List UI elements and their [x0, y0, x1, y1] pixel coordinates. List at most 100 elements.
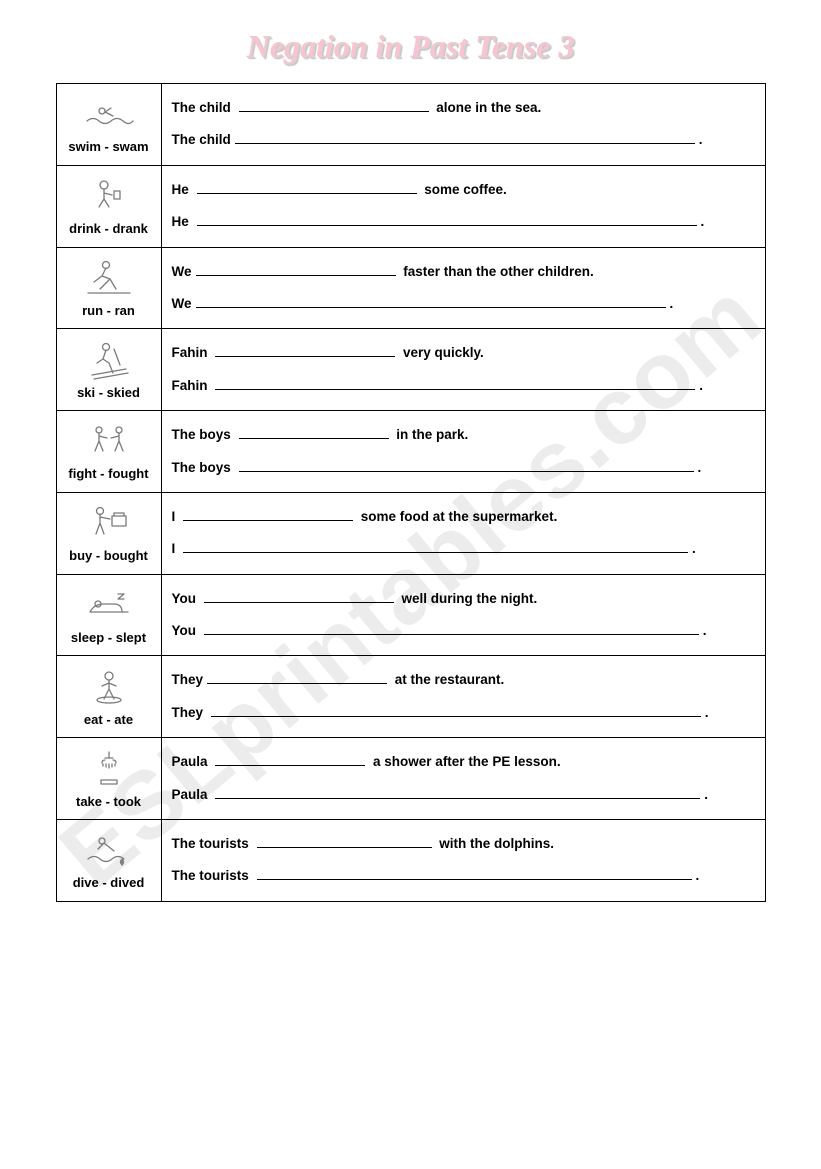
table-row: fight - foughtThe boys in the park.The b…	[56, 411, 765, 493]
sentence-pre: Fahin	[172, 345, 212, 360]
sentence-post: faster than the other children.	[400, 264, 594, 279]
swim-icon	[84, 93, 134, 135]
verb-cell: buy - bought	[56, 492, 161, 574]
sentence-line-1: I some food at the supermarket.	[172, 509, 558, 524]
fill-blank[interactable]	[215, 379, 695, 390]
verb-label: dive - dived	[67, 875, 151, 891]
table-row: dive - dived The tourists with the dolphi…	[56, 820, 765, 902]
sentence-post: at the restaurant.	[391, 672, 504, 687]
sentence-pre: We	[172, 264, 192, 279]
sentence-post: .	[692, 541, 696, 556]
fill-blank[interactable]	[211, 706, 701, 717]
fill-blank[interactable]	[215, 755, 365, 766]
fill-blank[interactable]	[196, 265, 396, 276]
sentence-cell: You well during the night. You .	[161, 574, 765, 656]
sentence-cell: The boys in the park. The boys .	[161, 411, 765, 493]
verb-cell: fight - fought	[56, 411, 161, 493]
sentence-post: a shower after the PE lesson.	[369, 754, 560, 769]
sentence-cell: They at the restaurant.They .	[161, 656, 765, 738]
sentence-post: .	[696, 868, 700, 883]
sentence-cell: We faster than the other children. We.	[161, 247, 765, 329]
sentence-line-2: We.	[172, 288, 755, 320]
fill-blank[interactable]	[197, 183, 417, 194]
sentence-post: .	[699, 132, 703, 147]
fill-blank[interactable]	[204, 592, 394, 603]
sentence-pre: You	[172, 623, 200, 638]
buy-icon	[84, 502, 134, 544]
verb-label: buy - bought	[67, 548, 151, 564]
verb-cell: drink - drank	[56, 165, 161, 247]
sentence-post: very quickly.	[399, 345, 484, 360]
sentence-cell: The tourists with the dolphins.The touri…	[161, 820, 765, 902]
worksheet-table: swim - swam The child alone in the sea. Th…	[56, 83, 766, 902]
verb-label: swim - swam	[67, 139, 151, 155]
verb-label: drink - drank	[67, 221, 151, 237]
sentence-post: .	[699, 378, 703, 393]
sentence-pre: I	[172, 541, 180, 556]
sentence-post: some food at the supermarket.	[357, 509, 557, 524]
verb-label: ski - skied	[67, 385, 151, 401]
sentence-pre: The tourists	[172, 868, 253, 883]
sentence-pre: They	[172, 672, 204, 687]
sentence-pre: The tourists	[172, 836, 253, 851]
drink-icon	[84, 175, 134, 217]
sentence-pre: He	[172, 182, 193, 197]
sentence-pre: The child	[172, 100, 235, 115]
sentence-line-2: The boys .	[172, 452, 755, 484]
sentence-post: with the dolphins.	[436, 836, 555, 851]
sentence-line-1: You well during the night.	[172, 591, 538, 606]
sentence-pre: Paula	[172, 754, 212, 769]
table-row: ski - skiedFahin very quickly.Fahin .	[56, 329, 765, 411]
fill-blank[interactable]	[215, 788, 700, 799]
verb-label: take - took	[67, 794, 151, 810]
sentence-line-1: We faster than the other children.	[172, 264, 594, 279]
page-title: Negation in Past Tense 3	[0, 0, 821, 83]
sentence-line-2: They .	[172, 697, 755, 729]
sentence-line-2: You .	[172, 615, 755, 647]
sentence-line-1: Paula a shower after the PE lesson.	[172, 754, 561, 769]
sentence-line-2: The child.	[172, 124, 755, 156]
sentence-post: in the park.	[393, 427, 469, 442]
fill-blank[interactable]	[239, 428, 389, 439]
sentence-post: .	[698, 460, 702, 475]
fill-blank[interactable]	[196, 297, 666, 308]
sentence-line-1: The boys in the park.	[172, 427, 469, 442]
sentence-post: alone in the sea.	[433, 100, 542, 115]
table-row: buy - bought I some food at the supermark…	[56, 492, 765, 574]
table-row: take - took Paula a shower after the PE l…	[56, 738, 765, 820]
sentence-post: .	[705, 705, 709, 720]
dive-icon	[84, 829, 134, 871]
verb-cell: run - ran	[56, 247, 161, 329]
fill-blank[interactable]	[239, 461, 694, 472]
fill-blank[interactable]	[235, 134, 695, 145]
table-row: drink - drank He some coffee. He .	[56, 165, 765, 247]
run-icon	[84, 257, 134, 299]
sentence-post: some coffee.	[421, 182, 507, 197]
verb-cell: sleep - slept	[56, 574, 161, 656]
eat-icon	[84, 666, 134, 708]
sentence-pre: I	[172, 509, 180, 524]
verb-cell: take - took	[56, 738, 161, 820]
fill-blank[interactable]	[207, 674, 387, 685]
verb-cell: ski - skied	[56, 329, 161, 411]
fill-blank[interactable]	[197, 215, 697, 226]
fill-blank[interactable]	[239, 101, 429, 112]
fill-blank[interactable]	[183, 543, 688, 554]
sentence-line-1: They at the restaurant.	[172, 672, 505, 687]
sentence-line-2: The tourists .	[172, 860, 755, 892]
sentence-post: .	[701, 214, 705, 229]
table-row: sleep - sleptYou well during the night.Y…	[56, 574, 765, 656]
fill-blank[interactable]	[257, 870, 692, 881]
sentence-cell: Paula a shower after the PE lesson.Paula…	[161, 738, 765, 820]
sentence-line-1: The tourists with the dolphins.	[172, 836, 555, 851]
verb-label: run - ran	[67, 303, 151, 319]
fill-blank[interactable]	[183, 510, 353, 521]
fill-blank[interactable]	[215, 347, 395, 358]
verb-cell: dive - dived	[56, 820, 161, 902]
fill-blank[interactable]	[204, 624, 699, 635]
verb-cell: swim - swam	[56, 84, 161, 166]
fill-blank[interactable]	[257, 837, 432, 848]
verb-label: sleep - slept	[67, 630, 151, 646]
sentence-post: .	[703, 623, 707, 638]
sentence-line-2: He .	[172, 206, 755, 238]
